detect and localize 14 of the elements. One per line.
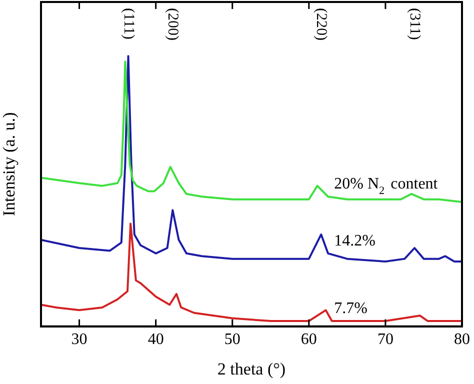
text: (311) (406, 8, 423, 40)
x-tick-label: 80 (454, 331, 470, 348)
x-axis-title: 2 theta (°) (217, 359, 286, 378)
series-label: 14.2% (334, 232, 376, 250)
y-axis-title: Intensity (a. u.) (0, 112, 19, 216)
text: (111) (120, 8, 136, 40)
series-label: 7.7% (334, 300, 368, 317)
text: (200) (164, 8, 181, 40)
x-tick-label: 70 (377, 331, 394, 348)
text: (220) (313, 8, 330, 40)
x-tick-label: 30 (71, 331, 88, 348)
x-tick-label: 50 (224, 331, 240, 348)
x-tick-label: 40 (148, 331, 164, 348)
x-tick-label: 60 (300, 331, 317, 348)
